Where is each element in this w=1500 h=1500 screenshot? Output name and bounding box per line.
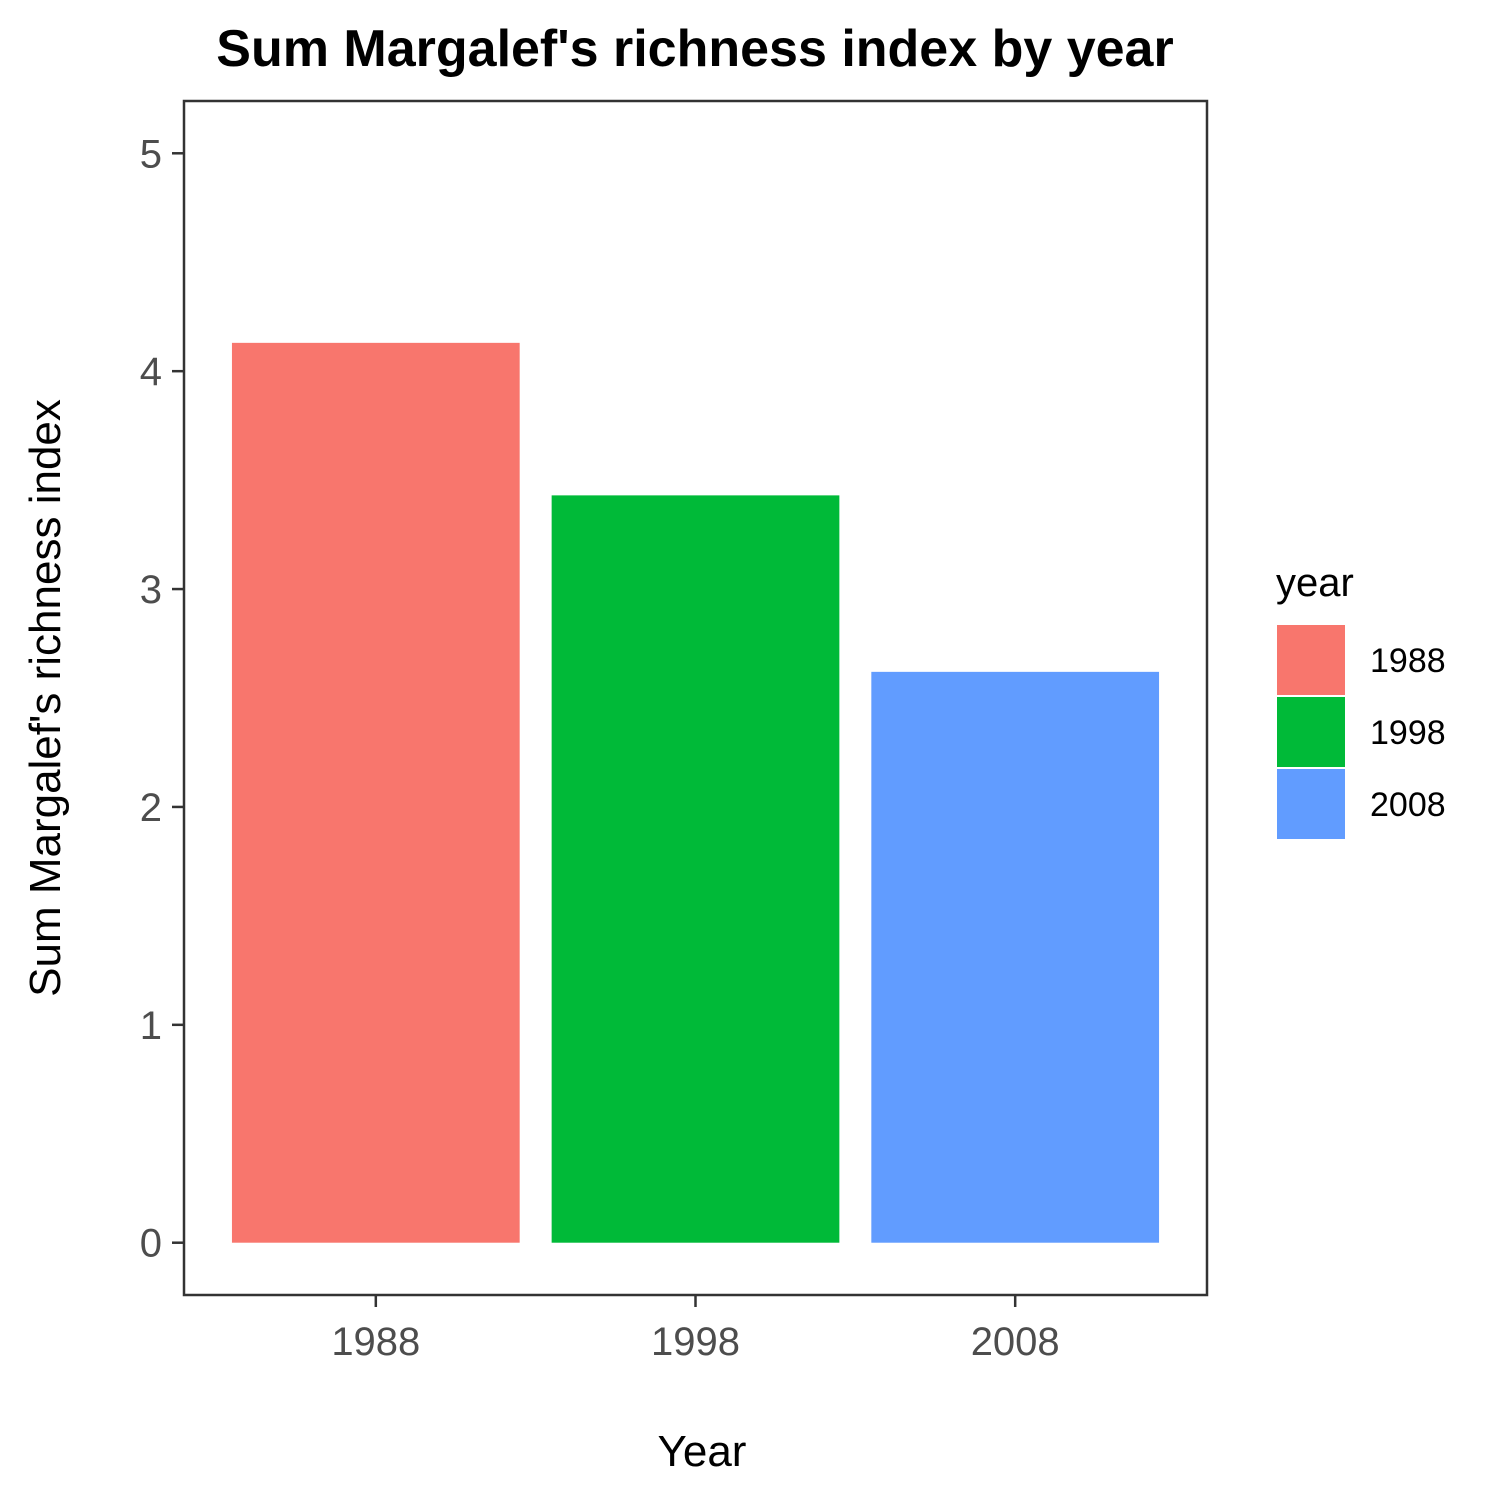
bar-1998 [551,495,840,1243]
x-axis-title: Year [658,1427,747,1476]
y-tick-label: 1 [140,1004,162,1048]
legend-key-2008 [1275,767,1347,841]
y-tick-label: 5 [140,132,162,176]
x-tick-label: 2008 [971,1320,1060,1364]
y-axis-title: Sum Margalef's richness index [21,399,70,997]
chart-title: Sum Margalef's richness index by year [216,20,1173,78]
legend-title: year [1276,561,1354,605]
bar-1988 [231,342,520,1243]
legend-key-1998 [1275,695,1347,769]
legend-label-2008: 2008 [1370,786,1446,824]
legend: year 1988 1998 2008 [1275,561,1446,841]
legend-items: 1988 1998 2008 [1275,623,1446,841]
y-tick-label: 0 [140,1222,162,1266]
bars-group [231,342,1160,1243]
x-tick-label: 1998 [651,1320,740,1364]
y-axis: 0 1 2 3 4 5 [140,132,184,1266]
y-tick-label: 4 [140,350,162,394]
y-tick-label: 2 [140,786,162,830]
legend-label-1988: 1988 [1370,642,1446,680]
legend-label-1998: 1998 [1370,714,1446,752]
x-tick-label: 1988 [331,1320,420,1364]
legend-key-1988 [1275,623,1347,697]
bar-2008 [871,671,1160,1243]
plot-area [182,99,1209,1297]
x-axis: 1988 1998 2008 [331,1295,1060,1364]
y-tick-label: 3 [140,568,162,612]
